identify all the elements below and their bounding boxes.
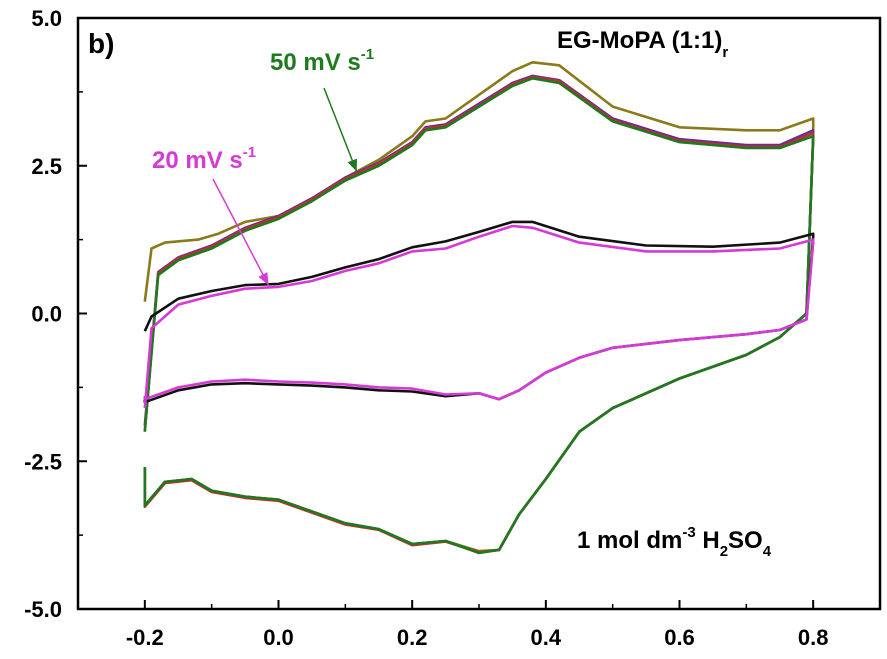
y-tick-label: -5.0 [24,597,62,622]
electrolyte-subscript-1: 2 [720,543,728,560]
electrolyte-part-1: 1 mol dm [577,527,682,554]
cv-series-line-1 [143,61,815,553]
x-tick-label: 0.0 [263,625,294,650]
cv-series-line-6 [143,224,815,409]
rate-20-arrowhead [258,272,269,286]
electrolyte-part-3: SO [728,527,763,554]
x-tick-label: 0.6 [664,625,695,650]
rate-20-arrow [212,178,270,286]
ticks-layer: -0.2 0.0 0.2 0.4 0.6 0.8 5.0 2.5 0.0 -2.5 -5.0 [24,6,881,650]
series-layer [143,61,815,555]
x-tick-label: 0.4 [531,625,562,650]
electrolyte-superscript: -3 [682,524,695,541]
x-tick-label: 0.8 [798,625,829,650]
x-tick-label: -0.2 [126,625,164,650]
rate-50-arrowhead [347,158,357,172]
y-tick-label: -2.5 [24,449,62,474]
rate-50-superscript: -1 [361,46,374,63]
rate-50-label: 50 mV s-1 [270,46,374,76]
rate-20-text: 20 mV s [152,147,243,174]
electrolyte-subscript-2: 4 [763,543,772,560]
sample-annotation: EG-MoPA (1:1)r [557,27,728,61]
electrolyte-part-2: H [696,527,720,554]
cv-series-line-5 [143,220,815,404]
y-tick-label: 2.5 [31,154,62,179]
x-tick-label: 0.2 [397,625,428,650]
sample-subscript: r [722,44,728,61]
rate-50-arrow [323,87,358,172]
electrolyte-annotation: 1 mol dm-3 H2SO4 [577,524,772,560]
rate-50-text: 50 mV s [270,49,361,76]
rate-20-label: 20 mV s-1 [152,144,256,174]
y-tick-label: 0.0 [31,302,62,327]
y-tick-label: 5.0 [31,6,62,31]
rate-20-superscript: -1 [243,144,256,161]
panel-label: b) [88,28,114,59]
sample-name: EG-MoPA (1:1) [557,27,722,54]
